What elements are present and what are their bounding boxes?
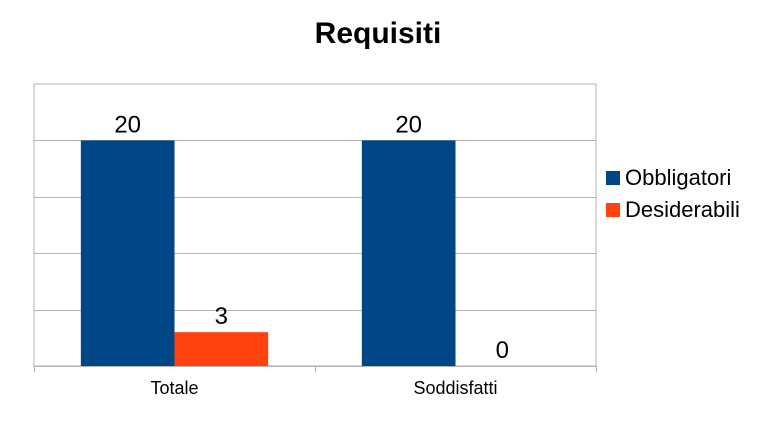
legend-swatch [606, 171, 620, 185]
legend-label: Obbligatori [625, 165, 731, 190]
legend-label: Desiderabili [625, 197, 740, 222]
bar [174, 332, 269, 366]
data-label: 3 [215, 303, 228, 330]
data-label: 20 [395, 111, 422, 138]
bars [80, 140, 456, 366]
legend: Obbligatori Desiderabili [606, 165, 740, 222]
x-tick-label: Soddisfatti [413, 378, 497, 398]
data-label: 0 [496, 337, 509, 364]
data-label: 20 [114, 111, 141, 138]
legend-swatch [606, 203, 620, 217]
x-axis-ticks: Totale Soddisfatti [34, 366, 597, 398]
bar [361, 140, 456, 366]
data-labels: 20 3 20 0 [114, 111, 509, 364]
bar [80, 140, 175, 366]
chart-title: Requisiti [315, 17, 442, 50]
x-tick-label: Totale [150, 378, 198, 398]
